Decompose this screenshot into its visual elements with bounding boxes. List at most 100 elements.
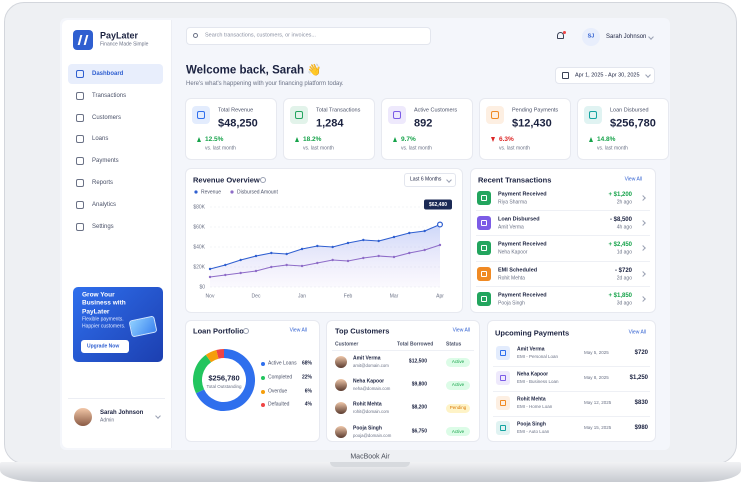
stat-value: 892	[414, 117, 433, 130]
nav-item[interactable]: Transactions	[92, 92, 127, 99]
nav-icon	[76, 135, 84, 144]
y-tick-label: $60K	[193, 224, 205, 230]
legend-label: Disbursed Amount	[237, 189, 278, 195]
legend-dot	[261, 403, 265, 408]
nav-item[interactable]: Analytics	[92, 201, 117, 208]
tx-icon-glyph	[481, 220, 487, 227]
nav-icon	[76, 222, 84, 231]
stat-note: vs. last month	[597, 145, 628, 152]
point	[423, 229, 426, 233]
user-role: Admin	[100, 417, 115, 424]
stat-note: vs. last month	[205, 145, 236, 152]
promo-button-label[interactable]: Upgrade Now	[87, 343, 120, 349]
chart-dropdown-label[interactable]: Last 6 Months	[410, 176, 442, 183]
customer-amount: $6,750	[411, 428, 427, 435]
legend-label: Active Loans	[268, 360, 297, 367]
nav-icon	[76, 70, 84, 78]
legend-value: 6%	[304, 388, 312, 395]
stat-icon-glyph	[295, 111, 303, 119]
payment-icon	[496, 346, 510, 360]
date-range[interactable]	[555, 67, 655, 84]
payment-amount: $720	[634, 350, 648, 356]
laptop-notch	[330, 462, 410, 467]
tx-type: Loan Disbursed	[498, 216, 540, 223]
nav-item[interactable]: Payments	[92, 158, 119, 165]
stat-icon-glyph	[491, 111, 499, 119]
card	[283, 98, 375, 160]
point	[239, 258, 242, 262]
card	[487, 320, 656, 442]
tx-icon-glyph	[481, 270, 487, 277]
status-label: Pending	[449, 405, 467, 411]
welcome-subtitle: Here's what's happening with your financ…	[186, 81, 344, 87]
customer-name: Rohit Mehta	[353, 401, 382, 408]
payment-date: May 8, 2025	[584, 374, 609, 380]
nav-item[interactable]: Reports	[92, 180, 114, 186]
legend-label: Revenue	[201, 189, 221, 195]
divider	[476, 235, 650, 237]
info-icon	[243, 328, 249, 334]
card	[479, 98, 571, 160]
legend-dot	[230, 190, 234, 194]
payment-name: Neha Kapoor	[517, 371, 549, 378]
point	[239, 271, 242, 275]
tx-time: 2h ago	[616, 199, 632, 206]
point	[408, 231, 411, 235]
promo-button[interactable]	[81, 340, 129, 353]
view-all-link[interactable]: View All	[624, 176, 642, 183]
logo	[73, 30, 93, 50]
stat-icon-glyph	[393, 111, 401, 119]
point	[208, 267, 212, 271]
view-all-link[interactable]: View All	[289, 327, 307, 334]
point	[254, 269, 258, 273]
status-pill	[446, 403, 470, 413]
view-all-link[interactable]: View All	[628, 329, 646, 336]
view-all-link[interactable]: View All	[452, 327, 470, 334]
point	[316, 244, 319, 248]
nav-item[interactable]: Loans	[92, 136, 109, 143]
payment-date: May 12, 2025	[584, 399, 612, 405]
tx-time: 1d ago	[616, 249, 632, 256]
payment-name: Pooja Singh	[517, 421, 546, 428]
nav-item[interactable]: Customers	[92, 114, 122, 121]
chart-dropdown[interactable]	[404, 173, 456, 187]
x-tick-label: Apr	[436, 293, 444, 299]
tx-icon-glyph	[481, 245, 487, 252]
date-range-label: Apr 1, 2025 - Apr 30, 2025	[575, 71, 640, 78]
legend-dot	[261, 389, 265, 394]
legend-label: Defaulted	[268, 401, 290, 408]
customer-email: amit@domain.com	[353, 362, 389, 368]
user-name: Sarah Johnson	[606, 34, 647, 40]
nav-item[interactable]: Dashboard	[92, 71, 124, 77]
payment-desc: EMI - Personal Loan	[517, 353, 559, 359]
status-pill	[446, 380, 470, 390]
divider	[476, 285, 650, 287]
stat-label: Active Customers	[414, 107, 458, 114]
stat-icon	[290, 106, 308, 124]
calendar-icon	[562, 72, 569, 79]
payment-name: Amit Verma	[517, 346, 545, 353]
user-avatar[interactable]	[582, 28, 600, 46]
y-tick-label: $40K	[193, 244, 205, 250]
y-tick-label: $0	[199, 284, 205, 290]
x-tick-label: Dec	[252, 293, 261, 299]
point	[331, 245, 334, 249]
status-label: Active	[451, 381, 465, 387]
tooltip	[424, 199, 452, 210]
bell[interactable]	[557, 32, 564, 39]
nav-item[interactable]: Settings	[92, 223, 114, 230]
tx-name: Riya Sharma	[498, 199, 527, 206]
tx-icon	[477, 241, 491, 256]
tx-icon-glyph	[481, 295, 487, 302]
nav-icon	[76, 200, 84, 209]
stat-change: 12.5%	[205, 135, 224, 143]
brand-tagline: Finance Made Simple	[100, 41, 149, 48]
payment-icon-glyph	[500, 350, 506, 356]
payment-date: May 15, 2025	[584, 424, 612, 430]
legend-value: 4%	[304, 401, 312, 408]
stat-value: 1,284	[316, 117, 344, 130]
y-tick-label: $80K	[193, 204, 205, 210]
search-box[interactable]	[186, 27, 431, 45]
point	[377, 254, 380, 258]
